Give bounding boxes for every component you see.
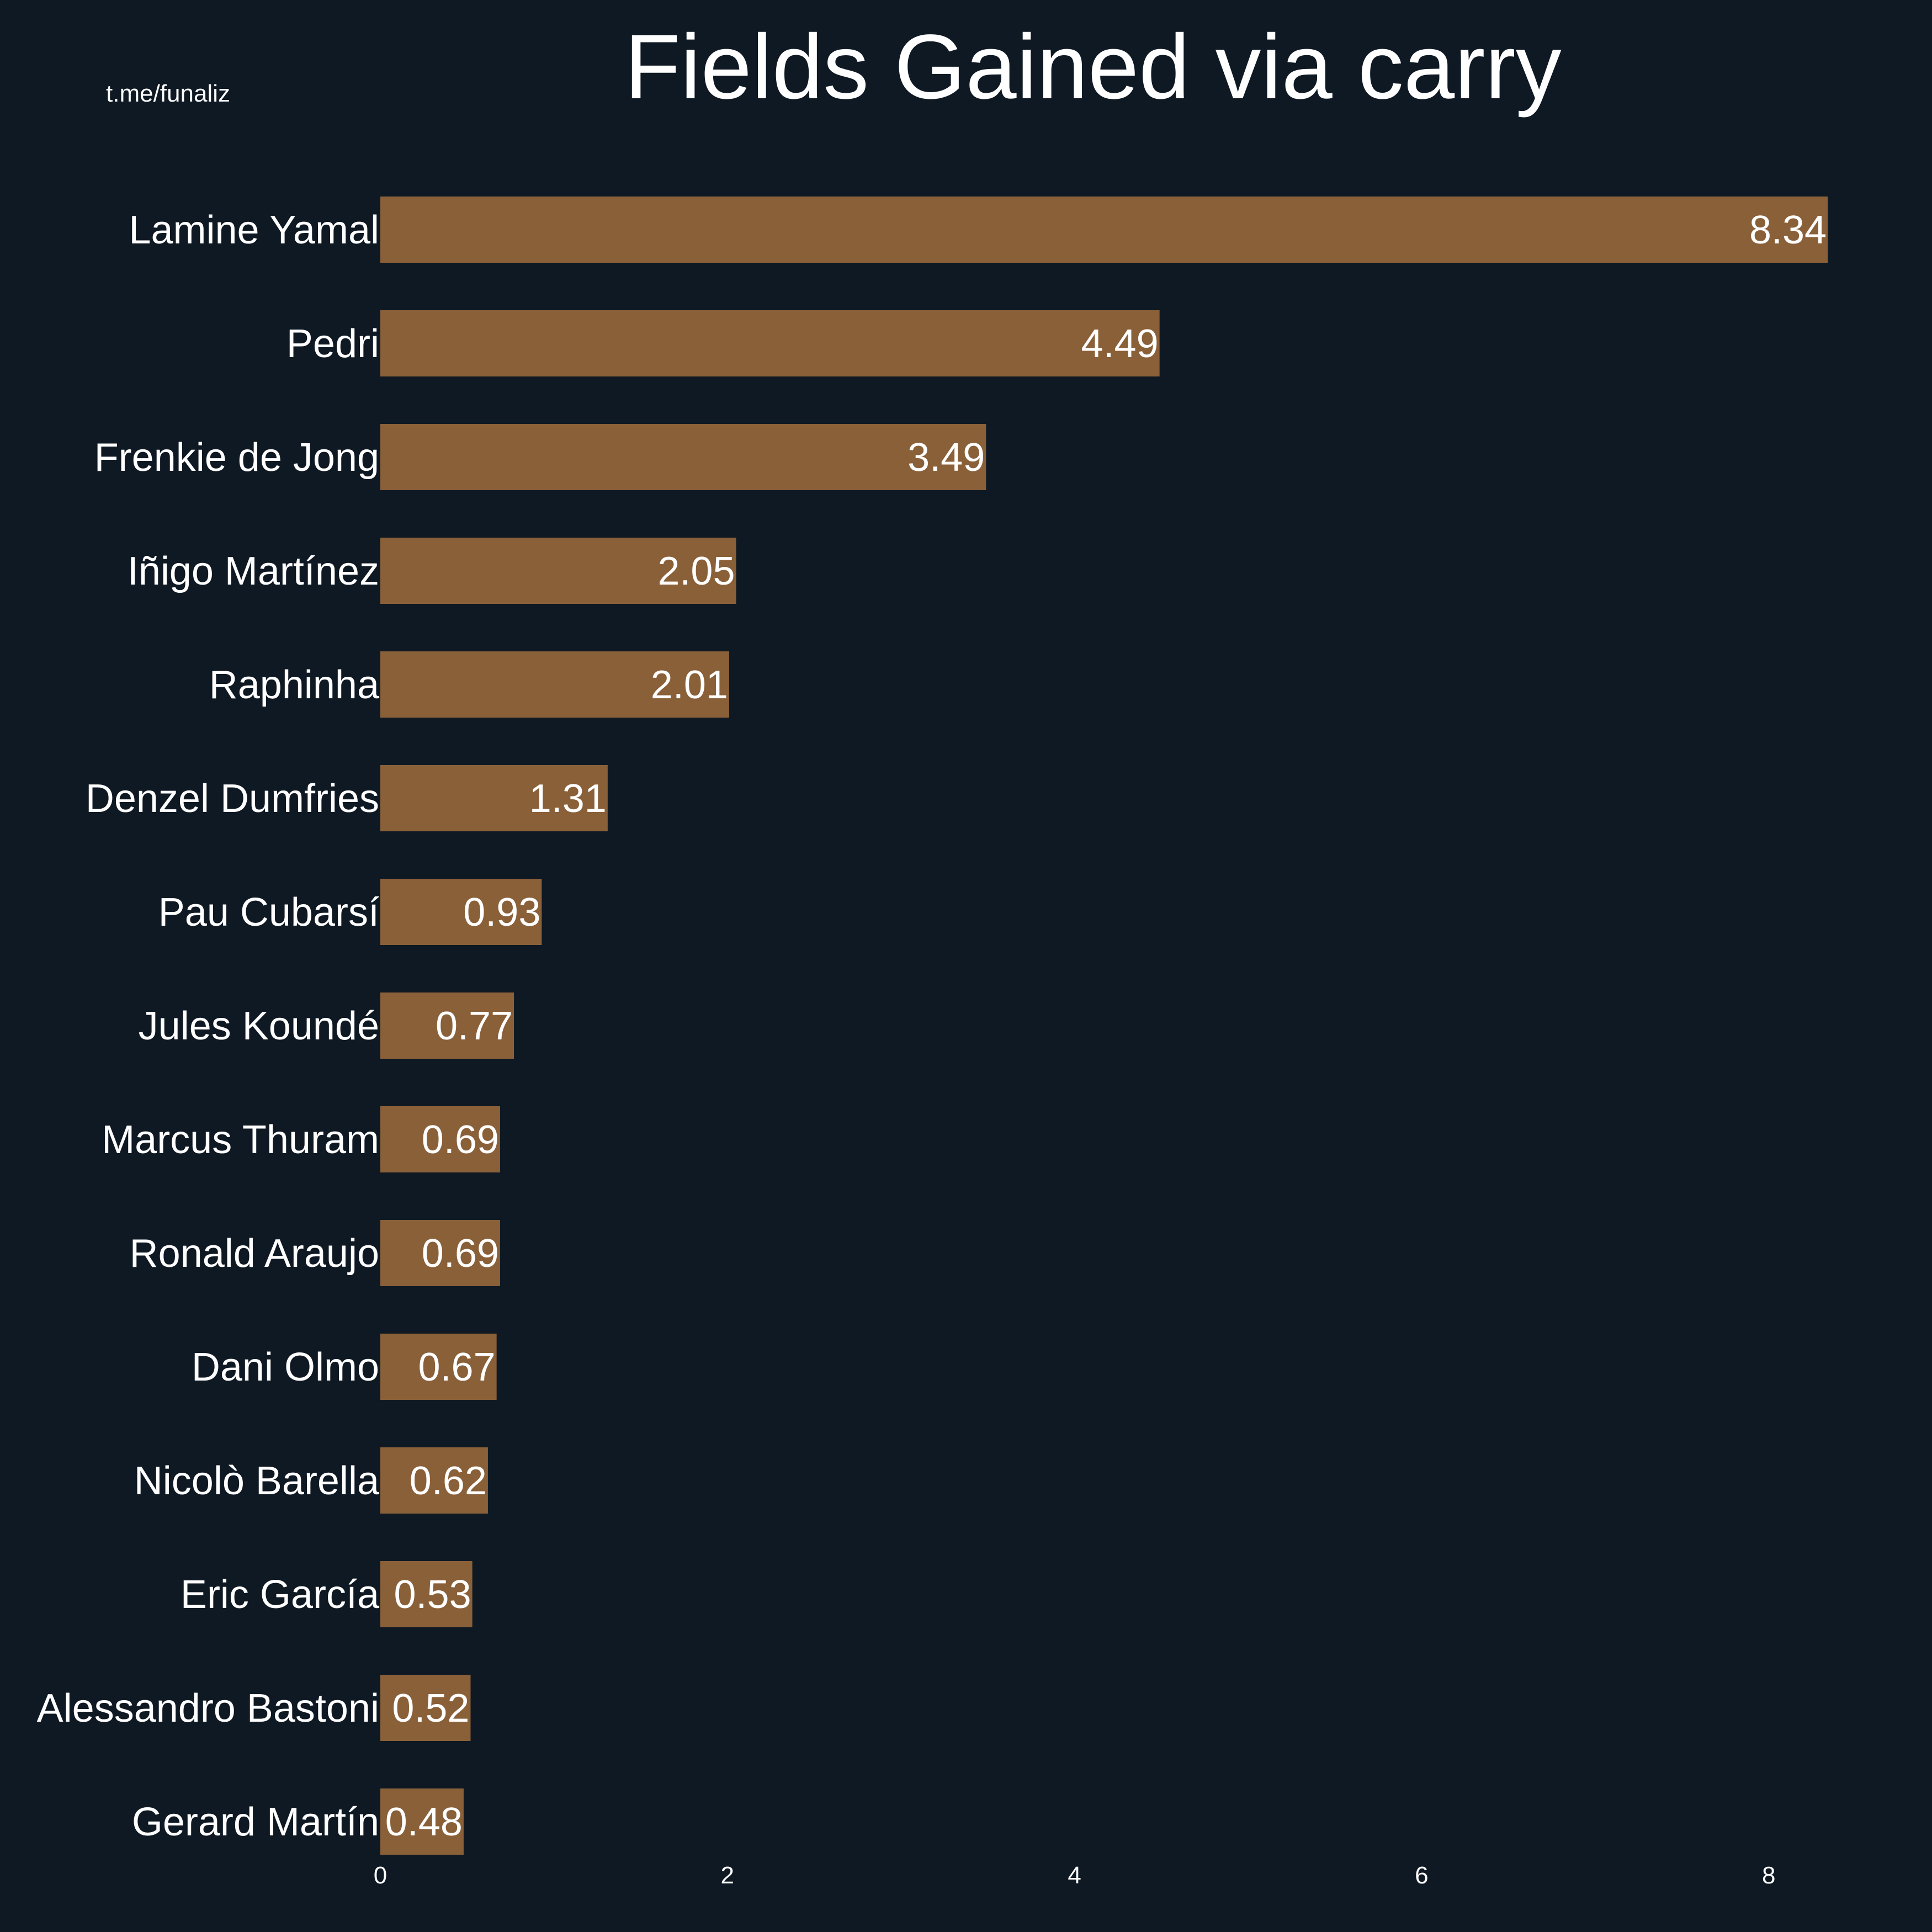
category-labels: Lamine Yamal Pedri Frenkie de Jong Iñigo Ma… <box>37 208 380 1844</box>
category-label: Jules Koundé <box>139 1004 379 1048</box>
value-label: 8.34 <box>1749 208 1827 252</box>
value-label: 4.49 <box>1081 322 1159 366</box>
bar <box>380 765 608 831</box>
bar <box>380 1106 500 1172</box>
bar <box>380 538 736 604</box>
credit-text: t.me/funaliz <box>106 80 230 107</box>
category-label: Alessandro Bastoni <box>37 1686 379 1731</box>
x-tick-label: 6 <box>1415 1862 1428 1889</box>
value-label: 2.01 <box>651 663 728 707</box>
category-label: Lamine Yamal <box>129 208 379 252</box>
value-label: 0.48 <box>385 1800 463 1844</box>
bar <box>380 651 729 718</box>
chart-title: Fields Gained via carry <box>624 16 1562 118</box>
x-tick-label: 8 <box>1762 1862 1775 1889</box>
bar <box>380 424 986 490</box>
value-label: 0.67 <box>418 1345 496 1389</box>
category-label: Marcus Thuram <box>102 1118 379 1162</box>
bar <box>380 1334 497 1400</box>
value-label: 0.53 <box>394 1573 471 1617</box>
bar <box>380 1788 464 1855</box>
x-tick-label: 2 <box>721 1862 734 1889</box>
bar <box>380 197 1828 263</box>
value-label: 2.05 <box>657 549 735 593</box>
value-label: 0.69 <box>422 1232 499 1276</box>
category-label: Pau Cubarsí <box>158 890 379 935</box>
value-label: 0.77 <box>436 1004 513 1048</box>
value-labels: 8.34 4.49 3.49 2.05 2.01 1.31 0.93 0.77 0.69 0.69… <box>385 208 1827 1844</box>
bar <box>380 1561 473 1627</box>
category-label: Pedri <box>286 322 379 366</box>
value-label: 0.69 <box>422 1118 499 1162</box>
bar <box>380 310 1160 376</box>
value-label: 0.62 <box>410 1459 487 1503</box>
category-label: Eric García <box>181 1573 380 1617</box>
x-tick-label: 4 <box>1068 1862 1081 1889</box>
value-label: 1.31 <box>529 777 607 821</box>
bar <box>380 1220 500 1286</box>
bar <box>380 1447 488 1514</box>
bar <box>380 1675 471 1741</box>
category-label: Frenkie de Jong <box>94 436 379 480</box>
category-label: Dani Olmo <box>192 1345 379 1389</box>
bars-layer <box>380 197 1828 1855</box>
category-label: Ronald Araujo <box>130 1232 379 1276</box>
value-label: 0.93 <box>463 890 540 935</box>
x-tick-label: 0 <box>374 1862 387 1889</box>
category-label: Raphinha <box>209 663 380 707</box>
category-label: Nicolò Barella <box>134 1459 380 1503</box>
category-label: Denzel Dumfries <box>86 777 379 821</box>
category-label: Iñigo Martínez <box>128 549 379 593</box>
value-label: 3.49 <box>907 436 985 480</box>
x-axis-ticks: 0 2 4 6 8 <box>374 1862 1776 1889</box>
category-label: Gerard Martín <box>132 1800 379 1844</box>
value-label: 0.52 <box>392 1686 469 1731</box>
bar <box>380 879 542 945</box>
bar <box>380 992 514 1059</box>
